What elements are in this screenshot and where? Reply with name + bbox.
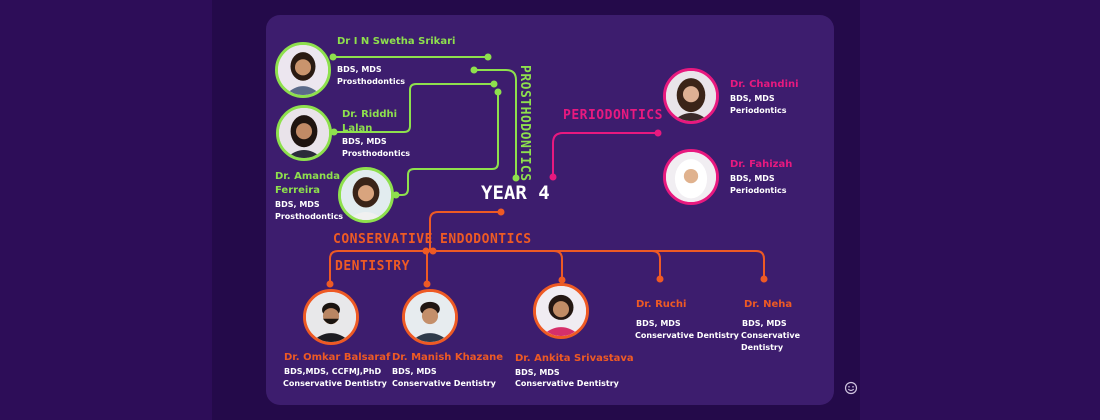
faculty-name-fahizah: Dr. Fahizah — [730, 159, 793, 170]
faculty-degree-riddhi: BDS, MDS — [342, 137, 387, 146]
connector-lines — [326, 53, 768, 288]
faculty-degree-manish: BDS, MDS — [392, 367, 437, 376]
faculty-photo-swetha — [275, 42, 331, 98]
faculty-specialty-amanda: Prosthodontics — [275, 212, 344, 221]
faculty-name-riddhi-line1: Dr. Riddhi — [342, 109, 398, 120]
faculty-specialty-ruchi: Conservative Dentistry — [635, 331, 739, 340]
left-background-band — [0, 0, 212, 420]
person-photo-icon — [536, 286, 586, 336]
faculty-degree-fahizah: BDS, MDS — [730, 174, 775, 183]
faculty-degree-ruchi: BDS, MDS — [636, 319, 681, 328]
faculty-specialty-chandini: Periodontics — [730, 106, 787, 115]
faculty-degree-neha: BDS, MDS — [742, 319, 787, 328]
faculty-name-ruchi: Dr. Ruchi — [636, 299, 687, 310]
faculty-photo-manish — [402, 289, 458, 345]
right-background-band — [860, 0, 1100, 420]
faculty-photo-fahizah — [663, 149, 719, 205]
faculty-degree-amanda: BDS, MDS — [275, 200, 320, 209]
faculty-photo-chandini — [663, 68, 719, 124]
person-photo-icon — [666, 152, 716, 202]
faculty-name-amanda-line2: Ferreira — [275, 185, 320, 196]
faculty-degree-omkar: BDS,MDS, CCFMJ,PhD — [284, 367, 382, 376]
faculty-photo-omkar — [303, 289, 359, 345]
person-photo-icon — [306, 292, 356, 342]
faculty-name-omkar: Dr. Omkar Balsaraf — [284, 352, 391, 363]
prosthodontics-heading: PROSTHODONTICS — [517, 65, 532, 182]
person-photo-icon — [405, 292, 455, 342]
person-photo-icon — [666, 71, 716, 121]
faculty-name-manish: Dr. Manish Khazane — [392, 352, 503, 363]
year-label: YEAR 4 — [481, 182, 550, 204]
faculty-name-swetha: Dr I N Swetha Srikari — [337, 36, 456, 47]
person-photo-icon — [279, 108, 329, 158]
faculty-degree-chandini: BDS, MDS — [730, 94, 775, 103]
faculty-degree-swetha: BDS, MDS — [337, 65, 382, 74]
faculty-specialty-fahizah: Periodontics — [730, 186, 787, 195]
faculty-name-amanda-line1: Dr. Amanda — [275, 171, 341, 182]
faculty-tree-panel: YEAR 4 PROSTHODONTICS PERIODONTICS CONSE… — [266, 15, 834, 405]
endodontics-heading: ENDODONTICS — [440, 232, 532, 247]
periodontics-heading: PERIODONTICS — [563, 108, 663, 123]
person-photo-icon — [341, 170, 391, 220]
faculty-specialty-neha: Conservative Dentistry — [741, 331, 801, 352]
faculty-photo-ankita — [533, 283, 589, 339]
conservative-heading: CONSERVATIVE — [333, 232, 433, 247]
faculty-name-riddhi-line2: Lalan — [342, 123, 373, 134]
faculty-photo-amanda — [338, 167, 394, 223]
faculty-name-chandini: Dr. Chandini — [730, 79, 799, 90]
dentistry-heading: DENTISTRY — [335, 259, 410, 274]
faculty-specialty-omkar: Conservative Dentistry — [283, 379, 387, 388]
person-photo-icon — [278, 45, 328, 95]
faculty-name-neha: Dr. Neha — [744, 299, 793, 310]
faculty-specialty-ankita: Conservative Dentistry — [515, 379, 619, 388]
faculty-specialty-riddhi: Prosthodontics — [342, 149, 411, 158]
faculty-specialty-manish: Conservative Dentistry — [392, 379, 496, 388]
faculty-specialty-swetha: Prosthodontics — [337, 77, 406, 86]
faculty-name-ankita: Dr. Ankita Srivastava — [515, 353, 634, 364]
faculty-photo-riddhi — [276, 105, 332, 161]
faculty-degree-ankita: BDS, MDS — [515, 368, 560, 377]
smiley-icon[interactable] — [844, 381, 858, 395]
